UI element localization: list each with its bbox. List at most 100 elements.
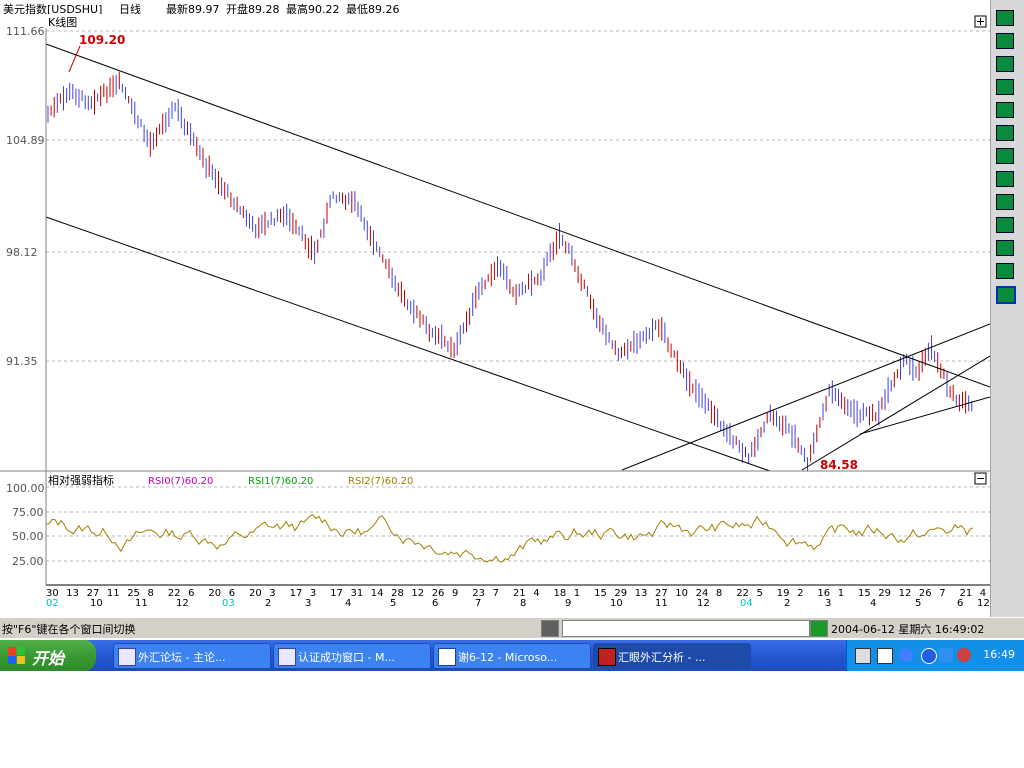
x-day-label: 20 [208,588,221,599]
x-day-label: 1 [838,588,844,599]
x-day-label: 13 [635,588,648,599]
x-day-label: 2 [797,588,803,599]
grid-tool-button[interactable] [996,240,1014,256]
x-day-label: 3 [310,588,316,599]
x-month-label: 6 [432,598,438,609]
ray-tool-button[interactable] [996,79,1014,95]
low-price-label: 84.58 [820,458,858,472]
cycle-tool-button[interactable] [996,217,1014,233]
x-month-label: 8 [520,598,526,609]
x-day-label: 7 [939,588,945,599]
main-panel-title: K线图 [48,15,77,29]
x-month-label: 5 [915,598,921,609]
period-label[interactable]: 日线 [119,3,141,16]
x-day-label: 12 [411,588,424,599]
signal-icon[interactable] [810,620,828,637]
x-month-label: 12 [977,598,990,609]
rsi-level-label: 75.00 [12,506,44,519]
x-day-label: 22 [736,588,749,599]
x-day-label: 5 [757,588,763,599]
x-day-label: 14 [371,588,384,599]
x-day-label: 17 [330,588,343,599]
rsi1-legend: RSI1(7)60.20 [248,476,313,487]
start-label: 开始 [32,649,65,668]
x-month-label: 4 [870,598,876,609]
x-axis-days: 30 13 27 11 25 8 22 6 20 6 20 3 17 3 17 31 14 28 12 26 9 23 7 2… [46,588,986,599]
status-hint: 按"F6"键在各个窗口间切换 [2,623,136,636]
pointer-tool-button[interactable] [996,10,1014,26]
quote-header: 美元指数[USDSHU] 日线 最新89.97 开盘89.28 最高90.22 … [0,0,990,16]
x-day-label: 8 [148,588,154,599]
chart-area[interactable]: K线图 111.66 104.89 98.12 91.35 109.20 84.… [0,14,990,617]
x-month-label: 02 [46,598,59,609]
x-month-label: 2 [784,598,790,609]
line-tool-button[interactable] [996,56,1014,72]
x-day-label: 7 [493,588,499,599]
ie-icon [278,648,296,666]
x-day-label: 25 [127,588,140,599]
fibonacci-tool-button[interactable] [996,171,1014,187]
taskbar-item[interactable]: 外汇论坛 - 主论... [113,643,271,669]
text-tool-button[interactable] [996,33,1014,49]
price-level-label: 91.35 [6,355,38,368]
indicator-panel: 相对强弱指标 RSI0(7)60.20 RSI1(7)60.20 RSI2(7)… [6,472,987,568]
x-day-label: 31 [351,588,364,599]
x-day-label: 29 [614,588,627,599]
trend-line [621,323,990,471]
gann-tool-button[interactable] [996,194,1014,210]
x-day-label: 4 [980,588,986,599]
indicator-title: 相对强弱指标 [48,473,114,487]
x-day-label: 30 [46,588,59,599]
x-day-label: 28 [391,588,404,599]
x-axis-months: 02 10 11 12 03 2 3 4 5 6 7 8 9 10 11 12 04 2 3 4 5 6 12 [46,598,990,609]
taskbar-item[interactable]: 谢6-12 - Microso... [433,643,591,669]
start-button[interactable]: 开始 [0,640,96,671]
system-tray: 16:49 [846,640,1024,671]
chart-canvas[interactable]: K线图 111.66 104.89 98.12 91.35 109.20 84.… [0,14,990,617]
price-axis: 111.66 104.89 98.12 91.35 [6,25,45,368]
erase-tool-button[interactable] [996,263,1014,279]
price-level-label: 104.89 [6,134,45,147]
taskbar-item[interactable]: 认证成功窗口 - M... [273,643,431,669]
x-day-label: 13 [66,588,79,599]
high-price: 最高90.22 [286,3,340,16]
chevron-left-icon[interactable] [921,648,937,664]
antivirus-icon[interactable] [957,648,971,662]
x-day-label: 15 [858,588,871,599]
x-month-label: 12 [176,598,189,609]
price-level-label: 111.66 [6,25,45,38]
x-day-label: 27 [87,588,100,599]
trend-line [45,43,990,388]
keyboard-icon[interactable] [855,648,871,664]
help-icon[interactable] [877,648,893,664]
x-day-label: 6 [229,588,235,599]
x-day-label: 16 [817,588,830,599]
x-month-label: 6 [957,598,963,609]
delete-tool-button[interactable] [996,286,1016,304]
x-day-label: 24 [696,588,709,599]
x-month-label: 3 [305,598,311,609]
segment-tool-button[interactable] [996,102,1014,118]
x-month-label: 11 [655,598,668,609]
network-icon[interactable] [939,648,953,662]
command-input[interactable] [562,620,810,637]
x-day-label: 26 [919,588,932,599]
horizontal-line-tool-button[interactable] [996,125,1014,141]
x-month-label: 04 [740,598,753,609]
calculator-icon[interactable] [541,620,559,637]
price-level-label: 98.12 [6,246,38,259]
x-day-label: 15 [594,588,607,599]
channel-tool-button[interactable] [996,148,1014,164]
x-day-label: 27 [655,588,668,599]
trend-channel-lines[interactable] [45,43,990,472]
x-month-label: 2 [265,598,271,609]
rsi0-legend: RSI0(7)60.20 [148,476,213,487]
rsi2-legend: RSI2(7)60.20 [348,476,413,487]
x-day-label: 23 [472,588,485,599]
rsi-grid [46,486,990,562]
x-day-label: 8 [716,588,722,599]
taskbar-item-active[interactable]: 汇眼外汇分析 - ... [593,643,751,669]
drawing-toolbar [990,0,1024,617]
x-day-label: 10 [675,588,688,599]
pen-icon[interactable] [899,648,913,662]
